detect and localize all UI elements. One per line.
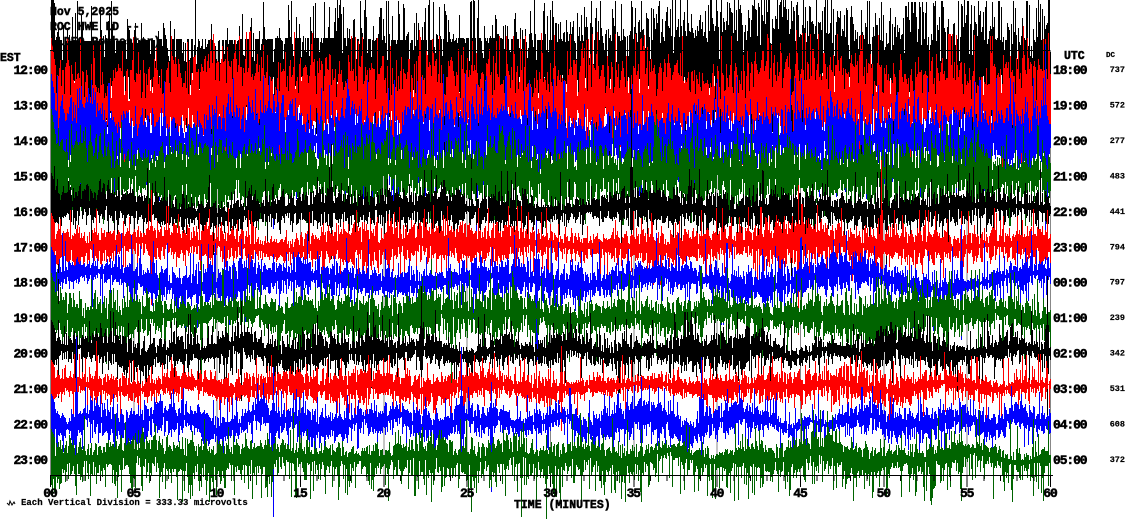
- svg-text:23:00: 23:00: [13, 453, 48, 468]
- svg-text:04:00: 04:00: [1053, 417, 1088, 432]
- svg-text:16:00: 16:00: [13, 205, 48, 220]
- svg-text:372: 372: [1110, 455, 1125, 465]
- svg-text:ROC HWE LD --: ROC HWE LD --: [50, 21, 140, 34]
- svg-text:05:00: 05:00: [1053, 453, 1088, 468]
- svg-text:20:00: 20:00: [13, 347, 48, 362]
- svg-text:20:00: 20:00: [1053, 134, 1088, 149]
- svg-text:239: 239: [1110, 313, 1125, 323]
- svg-text:22:00: 22:00: [1053, 205, 1088, 220]
- svg-text:342: 342: [1110, 349, 1125, 359]
- svg-text:19:00: 19:00: [13, 311, 48, 326]
- svg-text:10: 10: [210, 486, 225, 501]
- svg-text:14:00: 14:00: [13, 134, 48, 149]
- svg-text:441: 441: [1110, 207, 1125, 217]
- svg-text:531: 531: [1110, 384, 1125, 394]
- svg-text:03:00: 03:00: [1053, 382, 1088, 397]
- svg-text:25: 25: [460, 486, 475, 501]
- svg-text:15:00: 15:00: [13, 170, 48, 185]
- svg-text:40: 40: [710, 486, 725, 501]
- svg-text:Each Vertical Division = 333.: Each Vertical Division = 333.33 microvol…: [21, 498, 248, 508]
- svg-text:EST: EST: [0, 52, 21, 65]
- svg-text:277: 277: [1110, 136, 1125, 146]
- svg-text:02:00: 02:00: [1053, 347, 1088, 362]
- svg-text:UTC: UTC: [1064, 50, 1085, 63]
- svg-text:572: 572: [1110, 101, 1125, 111]
- svg-text:483: 483: [1110, 172, 1125, 182]
- svg-text:608: 608: [1110, 419, 1125, 429]
- svg-text:35: 35: [627, 486, 642, 501]
- svg-text:50: 50: [877, 486, 892, 501]
- svg-text:737: 737: [1110, 65, 1125, 75]
- svg-text:45: 45: [793, 486, 808, 501]
- svg-text:794: 794: [1110, 242, 1125, 252]
- svg-text:22:00: 22:00: [13, 417, 48, 432]
- svg-text:797: 797: [1110, 278, 1125, 288]
- svg-text:05: 05: [127, 486, 142, 501]
- svg-text:30: 30: [543, 486, 558, 501]
- svg-text:(LDEO Rochester): (LDEO Rochester): [50, 36, 160, 49]
- svg-text:19:00: 19:00: [1053, 99, 1088, 114]
- svg-text:12:00: 12:00: [13, 63, 48, 78]
- svg-text:21:00: 21:00: [13, 382, 48, 397]
- svg-text:60: 60: [1043, 486, 1058, 501]
- svg-text:TIME (MINUTES): TIME (MINUTES): [514, 499, 611, 512]
- svg-text:21:00: 21:00: [1053, 170, 1088, 185]
- svg-text:18:00: 18:00: [13, 276, 48, 291]
- svg-text:01:00: 01:00: [1053, 311, 1088, 326]
- svg-text:18:00: 18:00: [1053, 63, 1088, 78]
- svg-text:23:00: 23:00: [1053, 240, 1088, 255]
- svg-text:00: 00: [43, 486, 58, 501]
- svg-text:20: 20: [377, 486, 392, 501]
- svg-text:17:00: 17:00: [13, 240, 48, 255]
- svg-text:00:00: 00:00: [1053, 276, 1088, 291]
- svg-text:13:00: 13:00: [13, 99, 48, 114]
- svg-text:55: 55: [960, 486, 975, 501]
- svg-text:Nov 5,2025: Nov 5,2025: [50, 6, 119, 19]
- svg-text:DC: DC: [1106, 52, 1116, 60]
- svg-text:15: 15: [293, 486, 308, 501]
